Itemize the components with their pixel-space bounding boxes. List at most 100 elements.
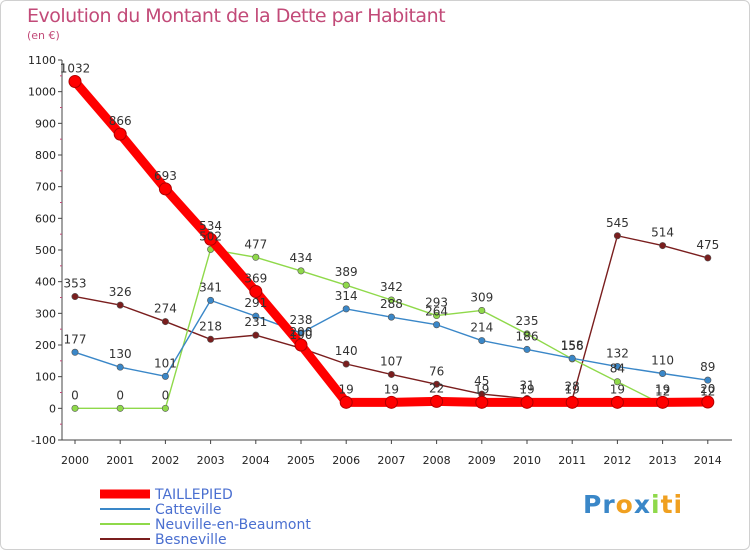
y-tick-label: 1100 bbox=[28, 54, 56, 67]
data-label: 76 bbox=[429, 364, 444, 378]
y-tick-label: 300 bbox=[35, 307, 56, 320]
y-tick-label: 200 bbox=[35, 339, 56, 352]
data-point bbox=[161, 404, 169, 412]
data-point bbox=[342, 281, 350, 289]
brand-logo-part: Pr bbox=[583, 490, 616, 519]
data-point bbox=[656, 395, 670, 409]
data-point bbox=[520, 395, 534, 409]
data-label: 1032 bbox=[60, 62, 91, 76]
data-label: 19 bbox=[565, 382, 580, 396]
x-tick-label: 2011 bbox=[558, 454, 586, 467]
data-point bbox=[249, 284, 263, 298]
data-label: 45 bbox=[474, 374, 489, 388]
y-tick-label: 1000 bbox=[28, 86, 56, 99]
data-label: 291 bbox=[244, 296, 267, 310]
data-point bbox=[613, 232, 621, 240]
data-label: 19 bbox=[655, 382, 670, 396]
data-point bbox=[478, 306, 486, 314]
data-label: 434 bbox=[290, 251, 313, 265]
data-label: 866 bbox=[109, 114, 132, 128]
data-label: 293 bbox=[425, 296, 448, 310]
chart-subtitle: (en €) bbox=[27, 29, 60, 42]
data-point bbox=[704, 376, 712, 384]
data-point bbox=[613, 363, 621, 371]
data-label: 218 bbox=[199, 319, 222, 333]
x-tick-label: 2005 bbox=[287, 454, 315, 467]
series-catteville bbox=[71, 296, 712, 384]
x-tick-label: 2000 bbox=[61, 454, 89, 467]
data-label: 477 bbox=[244, 237, 267, 251]
data-point bbox=[204, 232, 218, 246]
data-label: 693 bbox=[154, 169, 177, 183]
data-label: 231 bbox=[244, 315, 267, 329]
x-tick-label: 2007 bbox=[377, 454, 405, 467]
data-label: 514 bbox=[651, 226, 674, 240]
data-label: 22 bbox=[429, 381, 444, 395]
x-tick-label: 2006 bbox=[332, 454, 360, 467]
data-point bbox=[384, 395, 398, 409]
data-point bbox=[659, 369, 667, 377]
data-label: 288 bbox=[380, 297, 403, 311]
data-point bbox=[161, 372, 169, 380]
series-taillepied bbox=[68, 75, 715, 409]
data-point bbox=[252, 253, 260, 261]
data-label: 186 bbox=[516, 329, 539, 343]
data-label: 534 bbox=[199, 219, 222, 233]
data-point bbox=[433, 380, 441, 388]
data-label: 19 bbox=[474, 382, 489, 396]
data-point bbox=[433, 321, 441, 329]
brand-logo: Proxiti bbox=[583, 490, 683, 519]
data-point bbox=[342, 360, 350, 368]
x-tick-label: 2012 bbox=[603, 454, 631, 467]
brand-logo-part: i bbox=[650, 490, 661, 519]
data-point bbox=[207, 296, 215, 304]
data-point bbox=[71, 348, 79, 356]
chart-title: Evolution du Montant de la Dette par Hab… bbox=[27, 5, 446, 27]
data-label: 12 bbox=[655, 385, 670, 399]
data-point bbox=[68, 75, 82, 89]
data-label: 389 bbox=[335, 265, 358, 279]
data-label: 132 bbox=[606, 347, 629, 361]
x-tick-label: 2003 bbox=[197, 454, 225, 467]
data-point bbox=[116, 404, 124, 412]
legend-label: Catteville bbox=[155, 502, 222, 518]
brand-logo-part: x bbox=[633, 490, 651, 519]
y-tick-label: 0 bbox=[49, 402, 56, 415]
data-label: 190 bbox=[290, 328, 313, 342]
data-point bbox=[433, 312, 441, 320]
data-label: 101 bbox=[154, 356, 177, 370]
x-tick-label: 2010 bbox=[513, 454, 541, 467]
data-point bbox=[610, 395, 624, 409]
data-point bbox=[478, 337, 486, 345]
data-label: 19 bbox=[384, 382, 399, 396]
data-label: 238 bbox=[290, 313, 313, 327]
data-point bbox=[71, 404, 79, 412]
data-label: 502 bbox=[199, 229, 222, 243]
data-label: 475 bbox=[696, 238, 719, 252]
data-label: 110 bbox=[651, 354, 674, 368]
data-point bbox=[701, 395, 715, 409]
y-tick-label: -100 bbox=[31, 434, 56, 447]
data-label: 0 bbox=[162, 388, 170, 402]
y-tick-label: 100 bbox=[35, 371, 56, 384]
data-point bbox=[116, 301, 124, 309]
data-label: 0 bbox=[71, 388, 79, 402]
x-tick-label: 2002 bbox=[151, 454, 179, 467]
y-tick-label: 500 bbox=[35, 244, 56, 257]
data-point bbox=[252, 312, 260, 320]
data-point bbox=[71, 293, 79, 301]
data-point bbox=[475, 395, 489, 409]
data-point bbox=[523, 345, 531, 353]
data-label: 19 bbox=[610, 382, 625, 396]
data-label: 326 bbox=[109, 285, 132, 299]
data-label: 84 bbox=[610, 362, 625, 376]
data-label: 274 bbox=[154, 302, 177, 316]
x-tick-label: 2001 bbox=[106, 454, 134, 467]
legend-label: TAILLEPIED bbox=[154, 487, 233, 503]
data-point bbox=[297, 267, 305, 275]
data-label: 31 bbox=[519, 379, 534, 393]
legend-label: Neuville-en-Beaumont bbox=[155, 517, 311, 533]
data-point bbox=[387, 313, 395, 321]
